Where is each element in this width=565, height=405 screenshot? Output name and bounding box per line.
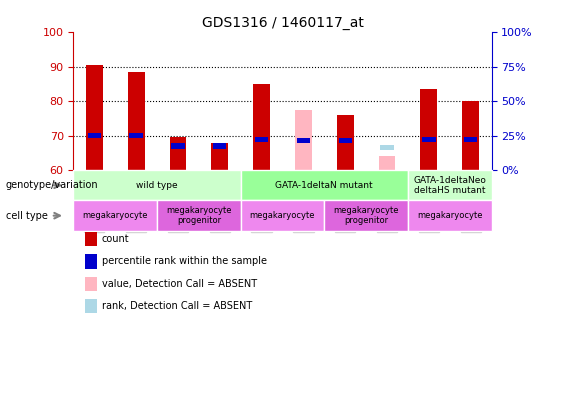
Text: genotype/variation: genotype/variation [6, 180, 98, 190]
Bar [211, 143, 228, 170]
Bar [380, 145, 394, 150]
Bar [129, 133, 143, 138]
Bar [171, 143, 185, 149]
Text: cell type: cell type [6, 211, 47, 221]
Title: GDS1316 / 1460117_at: GDS1316 / 1460117_at [202, 16, 363, 30]
Bar [170, 137, 186, 170]
Text: percentile rank within the sample: percentile rank within the sample [102, 256, 267, 266]
Text: megakaryocyte
progenitor: megakaryocyte progenitor [166, 206, 232, 225]
Text: wild type: wild type [136, 181, 178, 190]
Text: megakaryocyte: megakaryocyte [82, 211, 148, 220]
Bar [295, 110, 312, 170]
Text: GATA-1deltaN mutant: GATA-1deltaN mutant [276, 181, 373, 190]
Text: megakaryocyte: megakaryocyte [250, 211, 315, 220]
Bar [379, 156, 395, 170]
Text: GATA-1deltaNeo
deltaHS mutant: GATA-1deltaNeo deltaHS mutant [414, 176, 486, 195]
Bar [88, 133, 101, 138]
Bar [422, 136, 436, 142]
Bar [338, 138, 352, 143]
Bar [464, 136, 477, 142]
Bar [462, 101, 479, 170]
Text: value, Detection Call = ABSENT: value, Detection Call = ABSENT [102, 279, 257, 288]
Bar [213, 143, 227, 149]
Bar [297, 138, 310, 143]
Text: rank, Detection Call = ABSENT: rank, Detection Call = ABSENT [102, 301, 252, 311]
Bar [337, 115, 354, 170]
Bar [128, 72, 145, 170]
Bar [255, 136, 268, 142]
Bar [253, 84, 270, 170]
Bar [420, 89, 437, 170]
Text: megakaryocyte
progenitor: megakaryocyte progenitor [333, 206, 399, 225]
Text: megakaryocyte: megakaryocyte [417, 211, 483, 220]
Text: count: count [102, 234, 129, 244]
Bar [86, 65, 103, 170]
